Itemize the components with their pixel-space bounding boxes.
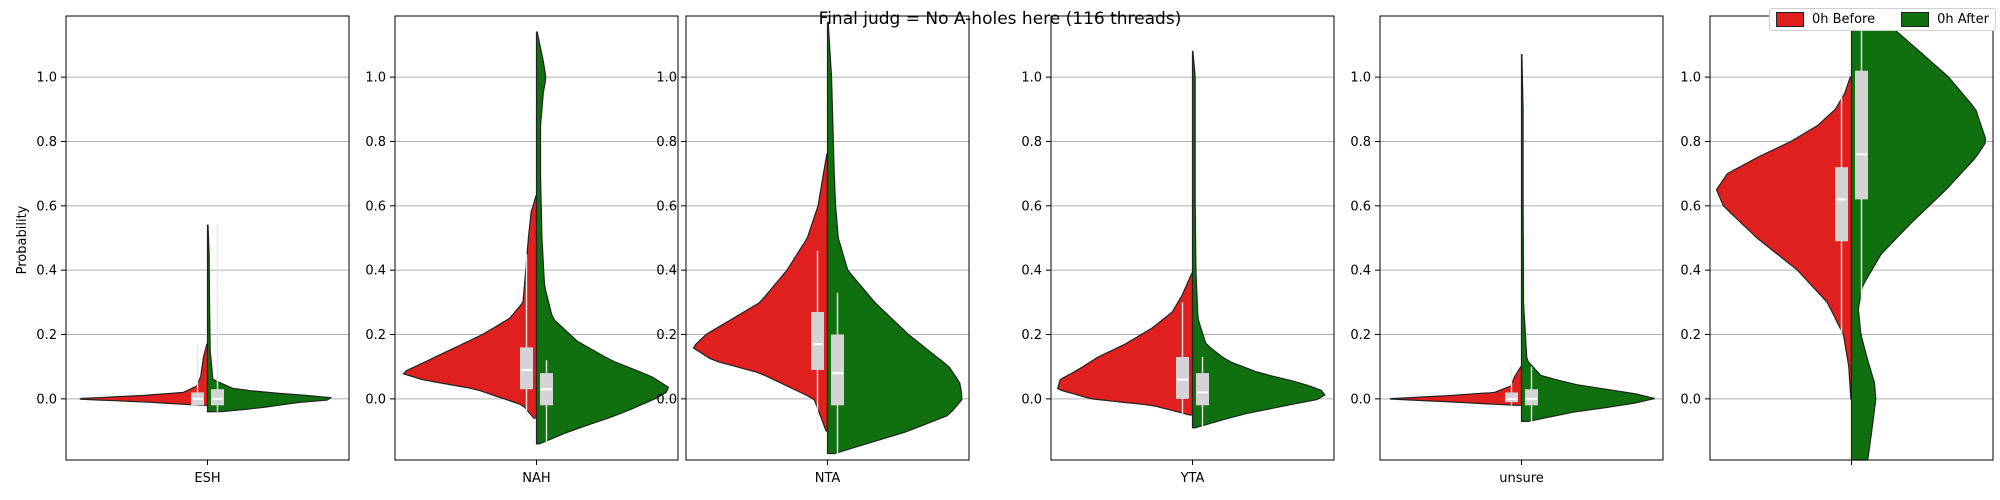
x-tick-label: NTA [815, 471, 841, 486]
violin-before [79, 343, 209, 406]
box-iqr [1196, 373, 1209, 406]
y-tick-label: 0.8 [656, 135, 677, 150]
panels-group: 0.0 0.2 0.4 0.6 0.8 1.0 ESH 0.0 0.2 0.4 0.6 0.8 1.0 N… [36, 15, 1994, 486]
box-iqr [831, 334, 844, 406]
x-tick-label: NAH [522, 471, 550, 486]
legend-label-after: 0h After [1937, 12, 1989, 27]
y-tick-label: 0.0 [36, 392, 57, 407]
violin-before [692, 153, 829, 432]
legend-swatch-after [1901, 12, 1930, 27]
violin-after [1191, 50, 1326, 429]
y-tick-label: 0.0 [1350, 392, 1371, 407]
legend-swatch-before [1775, 12, 1804, 27]
violin-after [826, 21, 963, 455]
panel-unlabeled: 0.0 0.2 0.4 0.6 0.8 1.0 [1680, 15, 1994, 465]
x-tick-label: unsure [1499, 471, 1544, 486]
y-tick-label: 1.0 [656, 71, 677, 86]
y-tick-label: 0.4 [1680, 264, 1701, 279]
y-tick-label: 0.8 [36, 135, 57, 150]
violin-after [206, 224, 333, 413]
y-tick-label: 0.0 [656, 392, 677, 407]
y-tick-label: 0.2 [365, 328, 386, 343]
chart-title: Final judg = No A-holes here (116 thread… [819, 9, 1182, 29]
legend-item-before: 0h Before [1775, 12, 1876, 27]
y-tick-label: 1.0 [1350, 71, 1371, 86]
violin-before [402, 195, 538, 419]
box-iqr [811, 312, 824, 370]
violin-before [1389, 366, 1523, 406]
panel-ESH: 0.0 0.2 0.4 0.6 0.8 1.0 ESH [36, 15, 350, 486]
y-tick-label: 0.6 [365, 199, 386, 214]
y-tick-label: 0.4 [1350, 264, 1371, 279]
y-tick-label: 0.6 [1680, 199, 1701, 214]
box-iqr [1835, 167, 1848, 242]
y-tick-label: 0.2 [1350, 328, 1371, 343]
y-tick-label: 0.0 [365, 392, 386, 407]
violin-before [1715, 76, 1853, 400]
violin-after [535, 31, 670, 445]
box-iqr [1505, 392, 1518, 403]
y-tick-label: 1.0 [365, 71, 386, 86]
y-tick-label: 0.8 [1680, 135, 1701, 150]
violin-after [1850, 15, 1987, 461]
x-tick-label: YTA [1180, 471, 1205, 486]
legend-item-after: 0h After [1901, 12, 1989, 27]
y-tick-label: 0.4 [1021, 264, 1042, 279]
box-iqr [1525, 389, 1538, 406]
y-tick-label: 0.4 [36, 264, 57, 279]
x-tick-label: ESH [194, 471, 220, 486]
y-tick-label: 1.0 [1021, 71, 1042, 86]
box-iqr [1176, 357, 1189, 399]
y-axis-label: Probability [15, 205, 30, 274]
y-tick-label: 0.6 [656, 199, 677, 214]
box-iqr [520, 347, 533, 390]
y-tick-label: 0.6 [1021, 199, 1042, 214]
panel-unsure: 0.0 0.2 0.4 0.6 0.8 1.0 unsure [1350, 15, 1664, 486]
panel-YTA: 0.0 0.2 0.4 0.6 0.8 1.0 YTA [1021, 15, 1335, 486]
y-tick-label: 0.0 [1021, 392, 1042, 407]
y-tick-label: 1.0 [36, 71, 57, 86]
y-tick-label: 0.8 [1350, 135, 1371, 150]
y-tick-label: 0.8 [1021, 135, 1042, 150]
y-tick-label: 0.6 [36, 199, 57, 214]
y-tick-label: 0.2 [1021, 328, 1042, 343]
y-tick-label: 0.4 [365, 264, 386, 279]
panel-NAH: 0.0 0.2 0.4 0.6 0.8 1.0 NAH [365, 15, 679, 486]
box-iqr [211, 389, 224, 406]
box-iqr [1855, 70, 1868, 200]
violin-after [1520, 53, 1655, 423]
y-tick-label: 0.2 [36, 328, 57, 343]
y-tick-label: 0.2 [1680, 328, 1701, 343]
y-tick-label: 0.0 [1680, 392, 1701, 407]
y-tick-label: 0.6 [1350, 199, 1371, 214]
y-tick-label: 0.2 [656, 328, 677, 343]
y-tick-label: 0.8 [365, 135, 386, 150]
violin-before [1056, 272, 1194, 416]
y-tick-label: 1.0 [1680, 71, 1701, 86]
legend: 0h Before 0h After [1768, 8, 1996, 31]
y-tick-label: 0.4 [656, 264, 677, 279]
legend-label-before: 0h Before [1811, 12, 1876, 27]
panel-NTA: 0.0 0.2 0.4 0.6 0.8 1.0 NTA [656, 15, 970, 486]
